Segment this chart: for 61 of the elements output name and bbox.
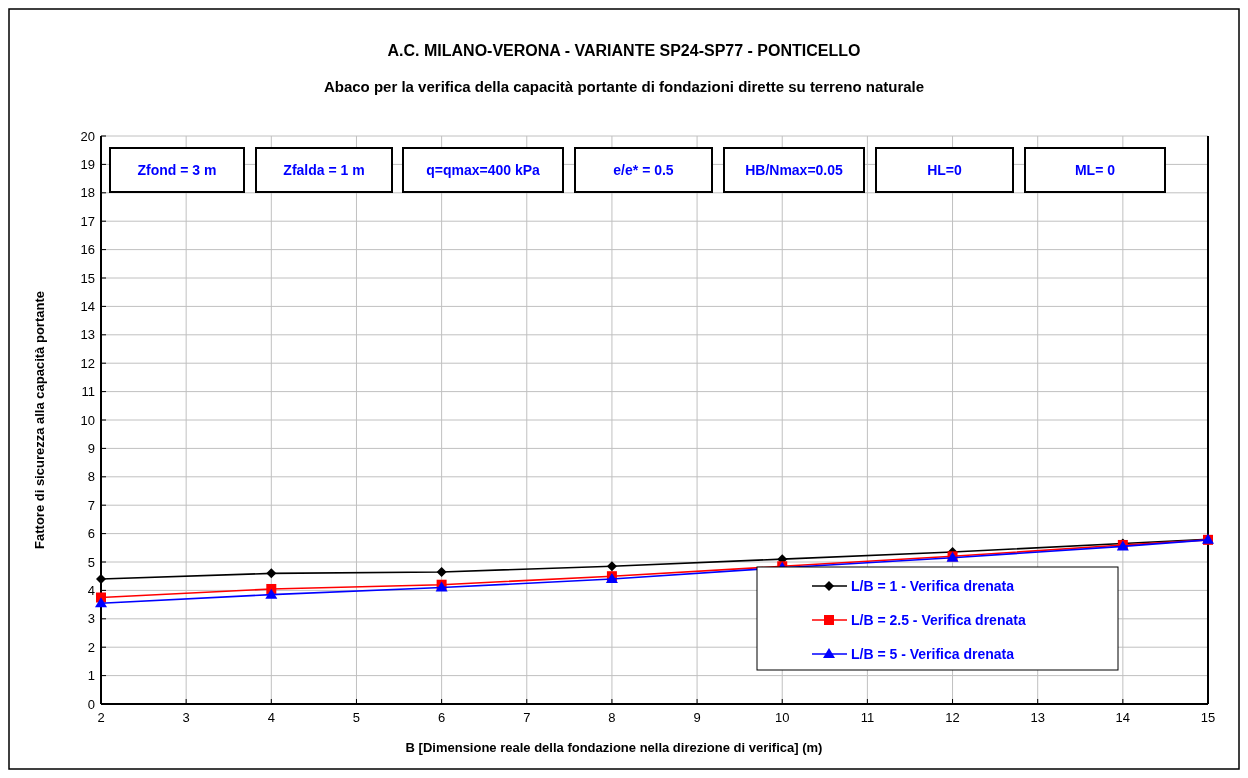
x-tick-label: 9 bbox=[693, 710, 701, 725]
x-tick-label: 3 bbox=[182, 710, 190, 725]
point bbox=[95, 597, 107, 608]
annotation: HL=0 bbox=[927, 162, 963, 178]
y-tick-label: 11 bbox=[81, 384, 95, 400]
point bbox=[265, 588, 278, 599]
x-tick-label: 2 bbox=[97, 710, 105, 725]
point bbox=[606, 561, 617, 572]
y-tick-label: 1 bbox=[87, 668, 95, 684]
x-tick-label: 6 bbox=[438, 710, 446, 725]
x-axis-title: B [Dimensione reale della fondazione nella direzione di verifica] (m) bbox=[405, 740, 823, 755]
note-box: Zfalda = 1 m bbox=[255, 147, 393, 193]
y-tick-label: 14 bbox=[80, 298, 95, 314]
y-tick-label: 17 bbox=[80, 213, 95, 229]
y-tick-label: 7 bbox=[87, 497, 95, 513]
x-tick-label: 4 bbox=[267, 710, 275, 725]
x-tick-label: 8 bbox=[608, 710, 616, 725]
annotation: e/e* = 0.5 bbox=[613, 162, 674, 178]
annotation: q=qmax=400 kPa bbox=[426, 162, 541, 178]
x-tick-label: 15 bbox=[1200, 710, 1216, 725]
y-tick-label: 5 bbox=[87, 554, 95, 570]
y-tick-label: 2 bbox=[87, 639, 95, 655]
y-tick-label: 13 bbox=[80, 327, 95, 343]
legend-label: L/B = 2.5 - Verifica drenata bbox=[851, 612, 1026, 628]
y-tick-label: 12 bbox=[80, 355, 95, 371]
x-tick-label: 5 bbox=[352, 710, 361, 725]
y-tick-label: 16 bbox=[80, 242, 95, 258]
point bbox=[436, 566, 447, 577]
note-box: Zfond = 3 m bbox=[109, 147, 245, 193]
x-tick-label: 11 bbox=[860, 710, 875, 725]
annotation: HB/Nmax=0.05 bbox=[745, 162, 844, 178]
x-tick-label: 10 bbox=[775, 710, 790, 725]
annotation: ML= 0 bbox=[1074, 162, 1116, 178]
note-box: ML= 0 bbox=[1024, 147, 1166, 193]
note-box: e/e* = 0.5 bbox=[574, 147, 713, 193]
note-box: HB/Nmax=0.05 bbox=[723, 147, 865, 193]
x-tick-label: 7 bbox=[523, 710, 531, 725]
y-tick-label: 15 bbox=[80, 270, 95, 286]
x-tick-label: 13 bbox=[1030, 710, 1045, 725]
y-tick-label: 10 bbox=[80, 412, 95, 428]
x-tick-label: 12 bbox=[945, 710, 960, 725]
point bbox=[266, 568, 277, 579]
chart-title: A.C. MILANO-VERONA - VARIANTE SP24-SP77 - PONTICELLO bbox=[387, 42, 861, 59]
y-tick-label: 20 bbox=[80, 128, 95, 144]
note-box: HL=0 bbox=[875, 147, 1014, 193]
y-tick-label: 6 bbox=[87, 526, 95, 542]
y-tick-label: 0 bbox=[87, 696, 95, 712]
annotation: Zfalda = 1 m bbox=[283, 162, 365, 178]
y-tick-label: 8 bbox=[87, 469, 95, 485]
chart-subtitle: Abaco per la verifica della capacità portante di fondazioni dirette su terreno naturale bbox=[323, 78, 925, 95]
annotation: Zfond = 3 m bbox=[137, 162, 217, 178]
y-tick-label: 4 bbox=[87, 582, 95, 598]
y-tick-label: 9 bbox=[87, 440, 95, 456]
legend-label: L/B = 5 - Verifica drenata bbox=[851, 646, 1015, 662]
note-box: q=qmax=400 kPa bbox=[402, 147, 564, 193]
y-tick-label: 3 bbox=[87, 611, 95, 627]
legend-label: L/B = 1 - Verifica drenata bbox=[851, 578, 1015, 594]
x-tick-label: 14 bbox=[1115, 710, 1131, 725]
y-tick-label: 19 bbox=[80, 156, 95, 172]
y-tick-label: 18 bbox=[80, 185, 95, 201]
y-axis-title: Fattore di sicurezza alla capacità portante bbox=[32, 291, 47, 549]
